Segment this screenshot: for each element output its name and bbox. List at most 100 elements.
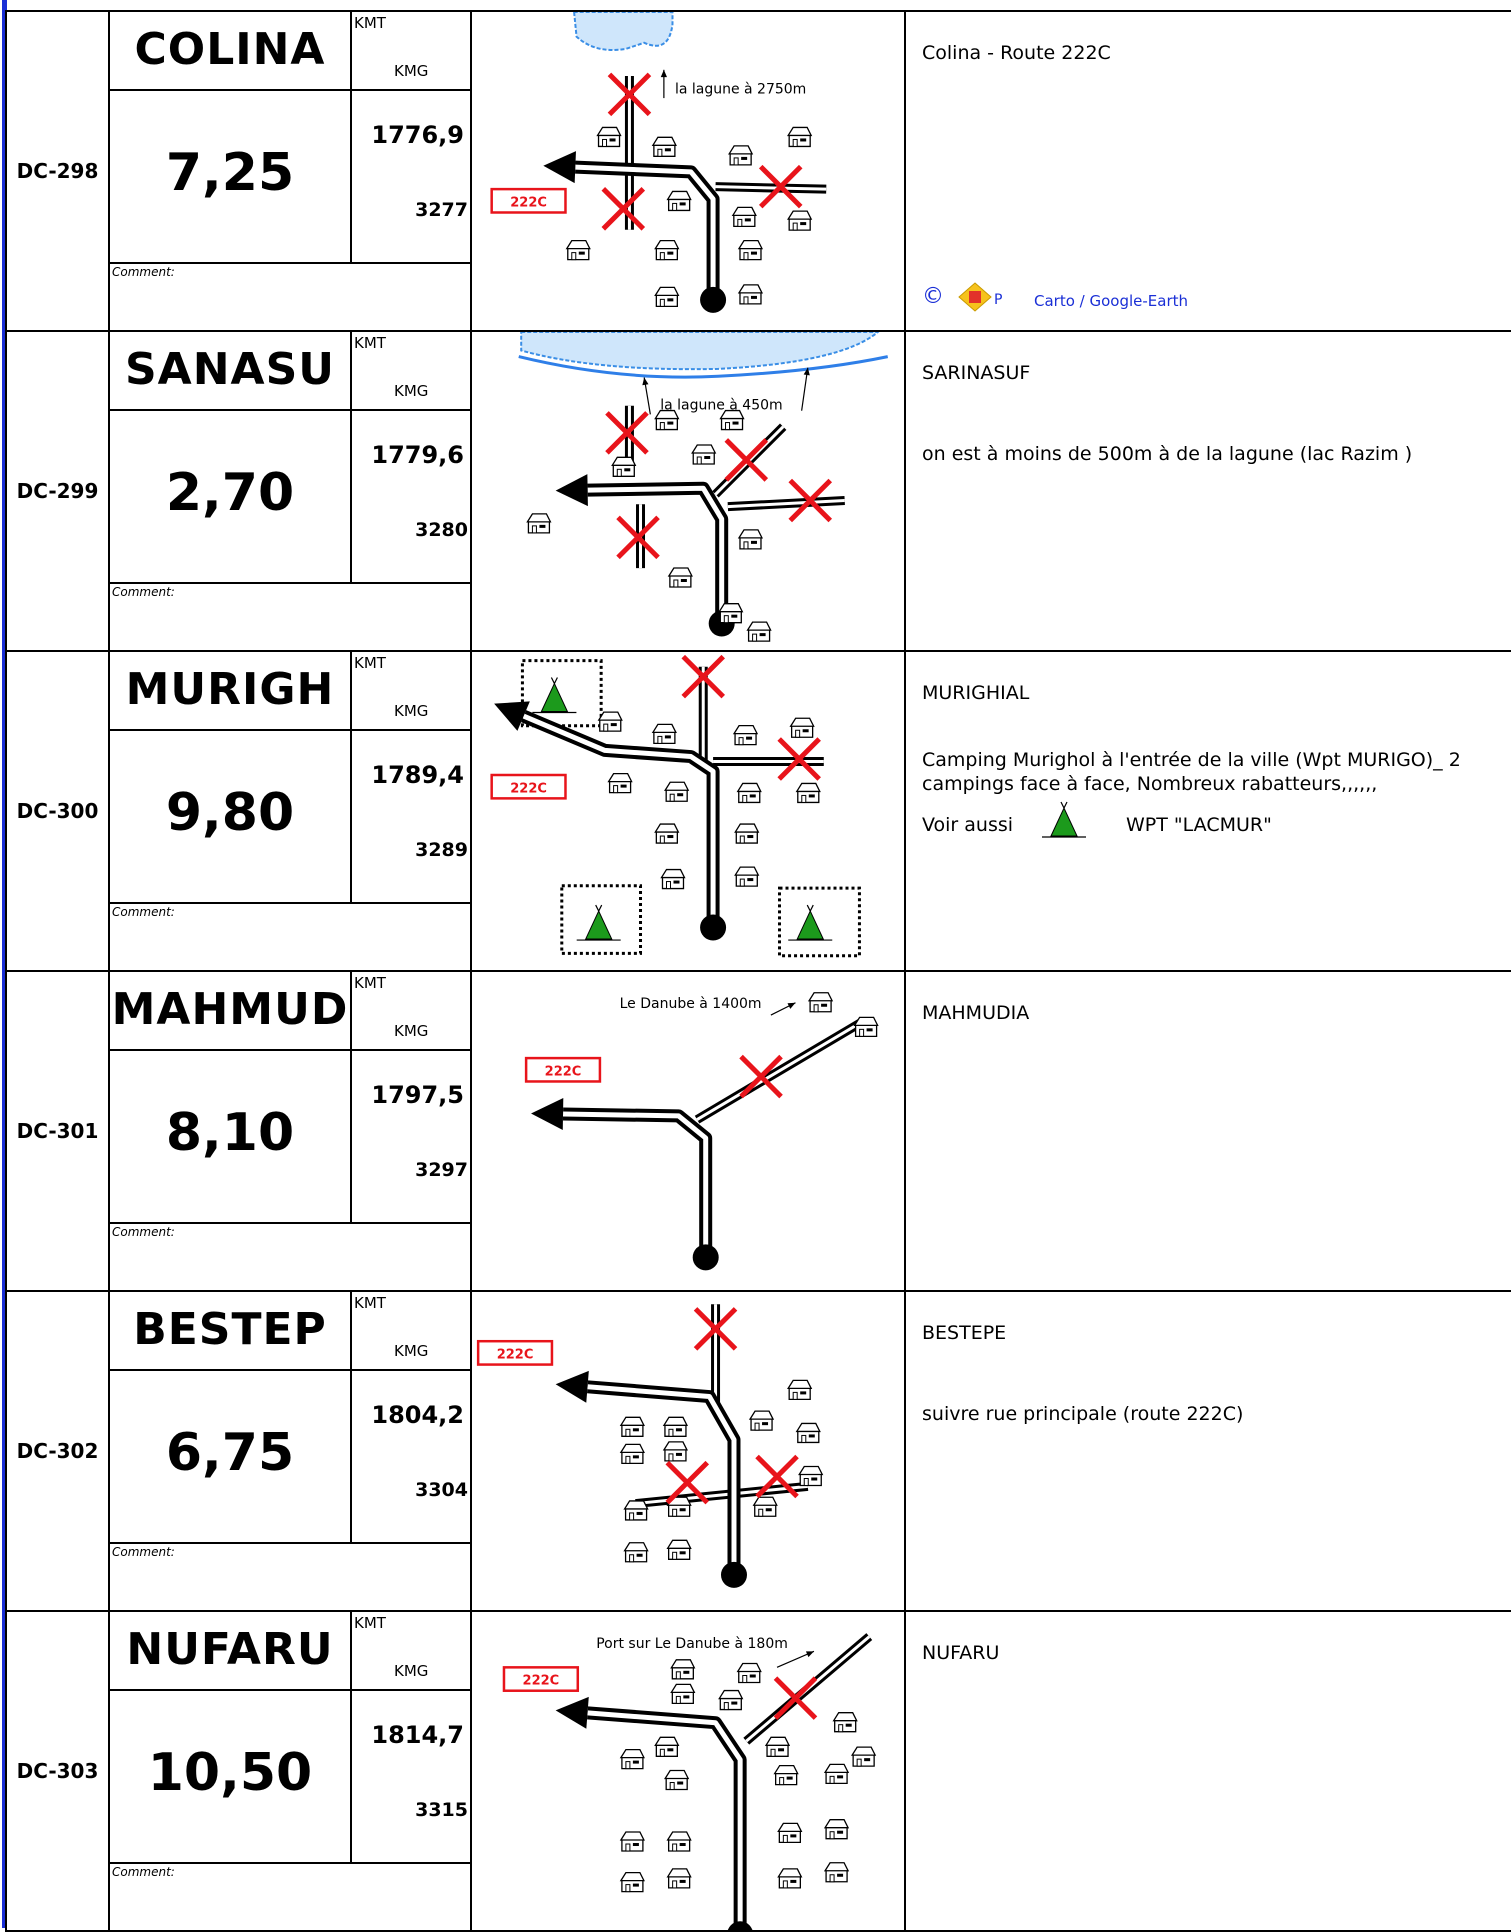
house-window (741, 156, 748, 160)
distance-cell: 9,80 (108, 729, 352, 904)
house-window (837, 1830, 844, 1834)
house-window (673, 880, 680, 884)
label-arrow-head (805, 1651, 814, 1658)
main-road-inner (562, 1111, 709, 1258)
notes-title: BESTEPE (922, 1322, 1007, 1344)
house-window (620, 784, 627, 788)
comment-label: Comment: (112, 1545, 175, 1559)
house-door (795, 729, 801, 738)
house-window (800, 138, 807, 142)
diagram-cell: 222C (470, 1290, 906, 1612)
house-door (675, 1695, 681, 1704)
tent-lines (532, 677, 577, 714)
house (853, 1016, 879, 1037)
house-window (808, 794, 815, 798)
forbidden-cross (665, 1460, 710, 1505)
logo-center (969, 291, 981, 303)
house-window (821, 1003, 828, 1007)
notes-body: on est à moins de 500m à de la lagune (l… (922, 443, 1413, 465)
house-door (672, 1880, 678, 1889)
kmg-label: KMG (394, 1342, 429, 1360)
forbidden-cross (601, 187, 646, 231)
comment-label: Comment: (112, 1865, 175, 1879)
house-window (750, 251, 757, 255)
name-cell: NUFARU (108, 1610, 352, 1691)
diagram-cell: 222C Port sur Le Danube à 180m (470, 1610, 906, 1932)
lagoon (573, 12, 674, 51)
house-door (838, 1724, 844, 1733)
house-window (837, 1775, 844, 1779)
direction-arrow (555, 1370, 589, 1403)
house-door (743, 296, 749, 305)
house-window (747, 878, 754, 882)
route-label: 222C (523, 1674, 560, 1689)
notes-cell: NUFARU (904, 1610, 1511, 1932)
house-window (762, 1422, 769, 1426)
km-value-cell: 1789,4 3289 (350, 729, 472, 904)
comment-label: Comment: (112, 585, 175, 599)
distance: 9,80 (165, 783, 295, 843)
house (787, 210, 813, 231)
side-road-inner (727, 499, 845, 509)
house-window (679, 1508, 686, 1512)
house (737, 284, 764, 305)
house-window (802, 729, 809, 733)
logo-letter: P (994, 292, 1003, 308)
notes-title: NUFARU (922, 1642, 1000, 1664)
house-window (683, 1695, 690, 1699)
diagram: 222C Port sur Le Danube à 180m (502, 1633, 877, 1930)
house (850, 1746, 877, 1767)
tent (584, 909, 613, 940)
house-door (625, 1843, 631, 1852)
house-window (664, 735, 671, 739)
house (737, 529, 764, 550)
waypoint-id: DC-300 (16, 799, 99, 823)
km-value-cell: 1804,2 3304 (350, 1369, 472, 1544)
house-window (731, 614, 738, 618)
house-window (778, 1748, 785, 1752)
house (746, 621, 772, 642)
route-label: 222C (510, 781, 547, 796)
house-window (683, 1670, 690, 1674)
house-door (742, 794, 748, 803)
km-value-cell: 1779,6 3280 (350, 409, 472, 584)
house (662, 1416, 689, 1437)
house-door (659, 252, 665, 261)
house (777, 1822, 803, 1844)
name-cell: MAHMUD (108, 970, 352, 1051)
house-window (765, 1508, 772, 1512)
house-window (679, 1879, 686, 1883)
comment-cell: Comment: (108, 902, 472, 972)
house (736, 782, 762, 804)
kmt-label: KMT (354, 974, 386, 992)
forbidden-cross (777, 737, 821, 781)
kmt: 1804,2 (371, 1401, 464, 1429)
house-door (754, 1422, 760, 1431)
label-arrow-head (642, 377, 649, 386)
house (623, 1500, 649, 1521)
house (736, 1662, 762, 1684)
house-door (792, 1391, 798, 1400)
distance-cell: 6,75 (108, 1369, 352, 1544)
house-door (659, 835, 665, 844)
kmt-label: KMT (354, 1294, 386, 1312)
diagram-cell: 222C (470, 650, 906, 972)
diagram-label: la lagune à 2750m (675, 81, 806, 97)
waypoint-name: MAHMUD (111, 984, 349, 1035)
kmg-label: KMG (394, 382, 429, 400)
house (795, 1422, 821, 1444)
main-road (587, 1380, 741, 1575)
house (787, 126, 813, 148)
kmg-label: KMG (394, 702, 429, 720)
direction-arrow (531, 1097, 564, 1130)
camp-box (778, 886, 861, 958)
notes-body: Camping Murighol à l'entrée de la ville … (922, 749, 1461, 795)
waypoint-name: MURIGH (125, 664, 335, 715)
house-door (625, 1761, 631, 1770)
see-also: Voir aussi (922, 814, 1014, 836)
id-cell: DC-300 (5, 650, 110, 972)
side-road-inner (696, 1019, 864, 1121)
km-label-cell: KMT KMG (350, 10, 472, 91)
house (823, 1862, 850, 1883)
waypoint-name: NUFARU (126, 1624, 334, 1675)
